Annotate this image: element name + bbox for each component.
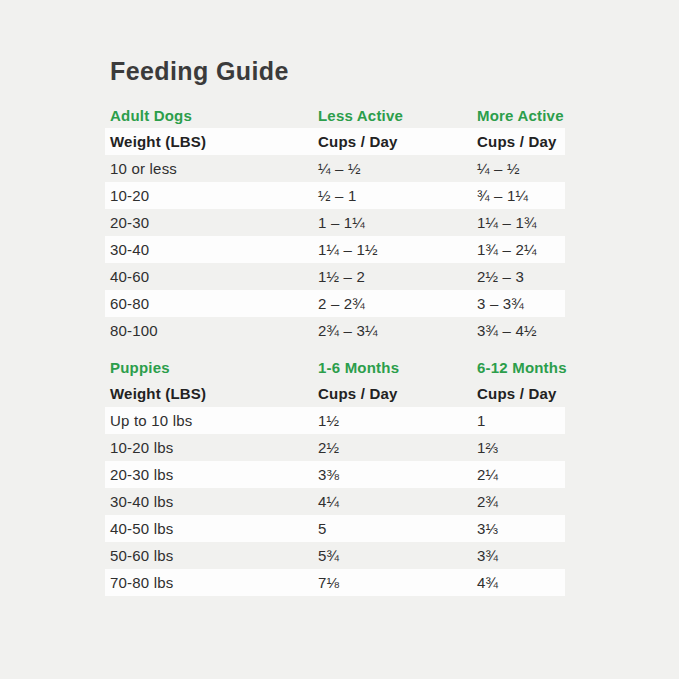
cups-value-cell: 3⅓ <box>477 520 565 537</box>
subheader-row: Weight (LBS)Cups / DayCups / Day <box>105 380 565 407</box>
cups-value-cell: 1 – 1¼ <box>318 214 477 231</box>
table-row: 20-30 lbs3⅜2¼ <box>105 461 565 488</box>
weight-cell: 20-30 lbs <box>110 466 318 483</box>
weight-cell: 70-80 lbs <box>110 574 318 591</box>
weight-cell: 10-20 lbs <box>110 439 318 456</box>
cups-value-cell: 2 – 2¾ <box>318 295 477 312</box>
cups-value-cell: 1¼ – 1½ <box>318 241 477 258</box>
cups-value-cell: 1¼ – 1¾ <box>477 214 565 231</box>
section-header-row: Adult DogsLess ActiveMore Active <box>105 103 565 128</box>
table-row: Up to 10 lbs1½1 <box>105 407 565 434</box>
cups-value-cell: 1⅔ <box>477 439 565 456</box>
table-row: 30-401¼ – 1½1¾ – 2¼ <box>105 236 565 263</box>
cups-value-cell: 5¾ <box>318 547 477 564</box>
table-row: 70-80 lbs7⅛4¾ <box>105 569 565 596</box>
table-row: 40-50 lbs53⅓ <box>105 515 565 542</box>
weight-cell: 20-30 <box>110 214 318 231</box>
weight-cell: 60-80 <box>110 295 318 312</box>
adult-dogs-table: Adult DogsLess ActiveMore ActiveWeight (… <box>105 103 565 344</box>
table-row: 10 or less¼ – ½¼ – ½ <box>105 155 565 182</box>
feeding-guide-page: Feeding Guide Adult DogsLess ActiveMore … <box>0 0 679 679</box>
section-title: Puppies <box>110 359 318 376</box>
column-header: Less Active <box>318 107 477 124</box>
cups-value-cell: 2¾ – 3¼ <box>318 322 477 339</box>
cups-value-cell: 3¾ <box>477 547 565 564</box>
cups-value-cell: 2½ <box>318 439 477 456</box>
cups-column-header: Cups / Day <box>318 133 477 150</box>
weight-cell: 30-40 lbs <box>110 493 318 510</box>
weight-cell: 40-60 <box>110 268 318 285</box>
cups-value-cell: 5 <box>318 520 477 537</box>
column-header: 6-12 Months <box>477 359 567 376</box>
weight-cell: 10-20 <box>110 187 318 204</box>
table-row: 10-20½ – 1¾ – 1¼ <box>105 182 565 209</box>
table-row: 20-301 – 1¼1¼ – 1¾ <box>105 209 565 236</box>
column-header: More Active <box>477 107 565 124</box>
subheader-row: Weight (LBS)Cups / DayCups / Day <box>105 128 565 155</box>
cups-value-cell: 4¼ <box>318 493 477 510</box>
table-row: 60-802 – 2¾3 – 3¾ <box>105 290 565 317</box>
cups-value-cell: 3¾ – 4½ <box>477 322 565 339</box>
cups-value-cell: 1¾ – 2¼ <box>477 241 565 258</box>
cups-value-cell: 2¼ <box>477 466 565 483</box>
cups-value-cell: 1 <box>477 412 565 429</box>
cups-value-cell: ¼ – ½ <box>477 160 565 177</box>
table-row: 30-40 lbs4¼2¾ <box>105 488 565 515</box>
cups-value-cell: 1½ <box>318 412 477 429</box>
weight-cell: 50-60 lbs <box>110 547 318 564</box>
cups-value-cell: 3 – 3¾ <box>477 295 565 312</box>
cups-value-cell: ¼ – ½ <box>318 160 477 177</box>
column-header: 1-6 Months <box>318 359 477 376</box>
cups-column-header: Cups / Day <box>477 133 565 150</box>
page-title: Feeding Guide <box>110 57 289 86</box>
table-row: 50-60 lbs5¾3¾ <box>105 542 565 569</box>
weight-column-header: Weight (LBS) <box>110 385 318 402</box>
table-row: 40-601½ – 22½ – 3 <box>105 263 565 290</box>
cups-value-cell: 2½ – 3 <box>477 268 565 285</box>
table-row: 80-1002¾ – 3¼3¾ – 4½ <box>105 317 565 344</box>
weight-cell: 80-100 <box>110 322 318 339</box>
weight-column-header: Weight (LBS) <box>110 133 318 150</box>
section-header-row: Puppies1-6 Months6-12 Months <box>105 355 565 380</box>
cups-value-cell: 7⅛ <box>318 574 477 591</box>
cups-value-cell: ½ – 1 <box>318 187 477 204</box>
cups-value-cell: 3⅜ <box>318 466 477 483</box>
section-title: Adult Dogs <box>110 107 318 124</box>
weight-cell: 30-40 <box>110 241 318 258</box>
cups-column-header: Cups / Day <box>477 385 565 402</box>
cups-value-cell: 4¾ <box>477 574 565 591</box>
cups-value-cell: 1½ – 2 <box>318 268 477 285</box>
cups-value-cell: ¾ – 1¼ <box>477 187 565 204</box>
cups-value-cell: 2¾ <box>477 493 565 510</box>
weight-cell: 40-50 lbs <box>110 520 318 537</box>
weight-cell: 10 or less <box>110 160 318 177</box>
cups-column-header: Cups / Day <box>318 385 477 402</box>
puppies-table: Puppies1-6 Months6-12 MonthsWeight (LBS)… <box>105 355 565 596</box>
weight-cell: Up to 10 lbs <box>110 412 318 429</box>
table-row: 10-20 lbs2½1⅔ <box>105 434 565 461</box>
